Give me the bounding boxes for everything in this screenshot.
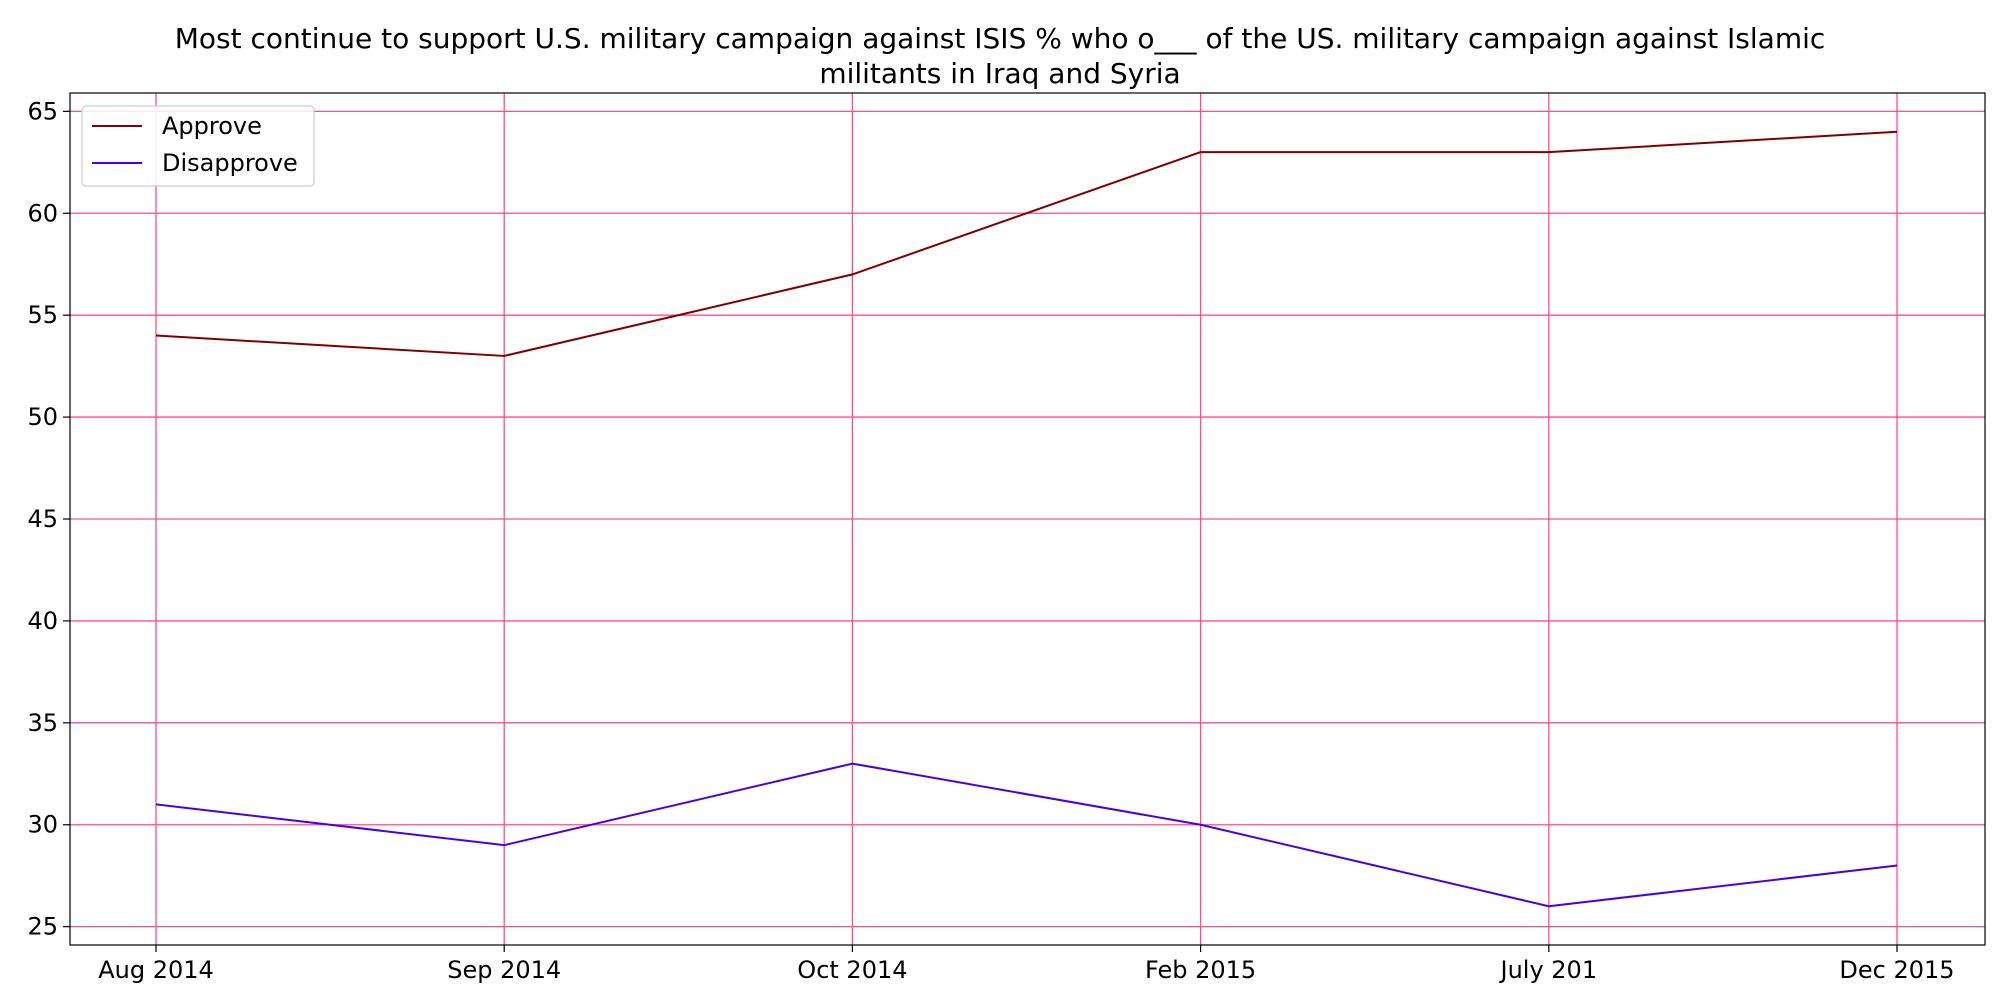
y-tick-label: 40 xyxy=(27,607,58,635)
y-axis-ticks: 25 30 35 40 45 50 55 60 65 xyxy=(27,97,70,941)
x-tick-label: Oct 2014 xyxy=(797,956,907,984)
x-tick-label: Sep 2014 xyxy=(447,956,561,984)
y-tick-label: 30 xyxy=(27,811,58,839)
y-tick-label: 65 xyxy=(27,97,58,125)
chart-title-line-2: militants in Iraq and Syria xyxy=(819,57,1180,90)
x-tick-label: Aug 2014 xyxy=(98,956,214,984)
series-line-disapprove xyxy=(155,762,1898,908)
y-tick-label: 45 xyxy=(27,505,58,533)
legend: Approve Disapprove xyxy=(81,105,315,187)
x-axis-ticks: Aug 2014 Sep 2014 Oct 2014 Feb 2015 July 201… xyxy=(98,945,1955,984)
y-tick-label: 50 xyxy=(27,403,58,431)
x-tick-label: Dec 2015 xyxy=(1839,956,1954,984)
y-tick-label: 25 xyxy=(27,913,58,941)
grid-lines xyxy=(70,93,1985,945)
chart-title-line-1: Most continue to support U.S. military c… xyxy=(175,22,1826,55)
x-tick-label: Feb 2015 xyxy=(1145,956,1256,984)
y-tick-label: 35 xyxy=(27,709,58,737)
series-line-approve xyxy=(155,130,1898,357)
chart-title: Most continue to support U.S. military c… xyxy=(175,22,1826,90)
y-tick-label: 55 xyxy=(27,301,58,329)
series-lines xyxy=(155,130,1898,908)
legend-label-disapprove: Disapprove xyxy=(162,149,298,177)
x-tick-label: July 201 xyxy=(1498,956,1597,984)
legend-label-approve: Approve xyxy=(162,112,262,140)
y-tick-label: 60 xyxy=(27,199,58,227)
